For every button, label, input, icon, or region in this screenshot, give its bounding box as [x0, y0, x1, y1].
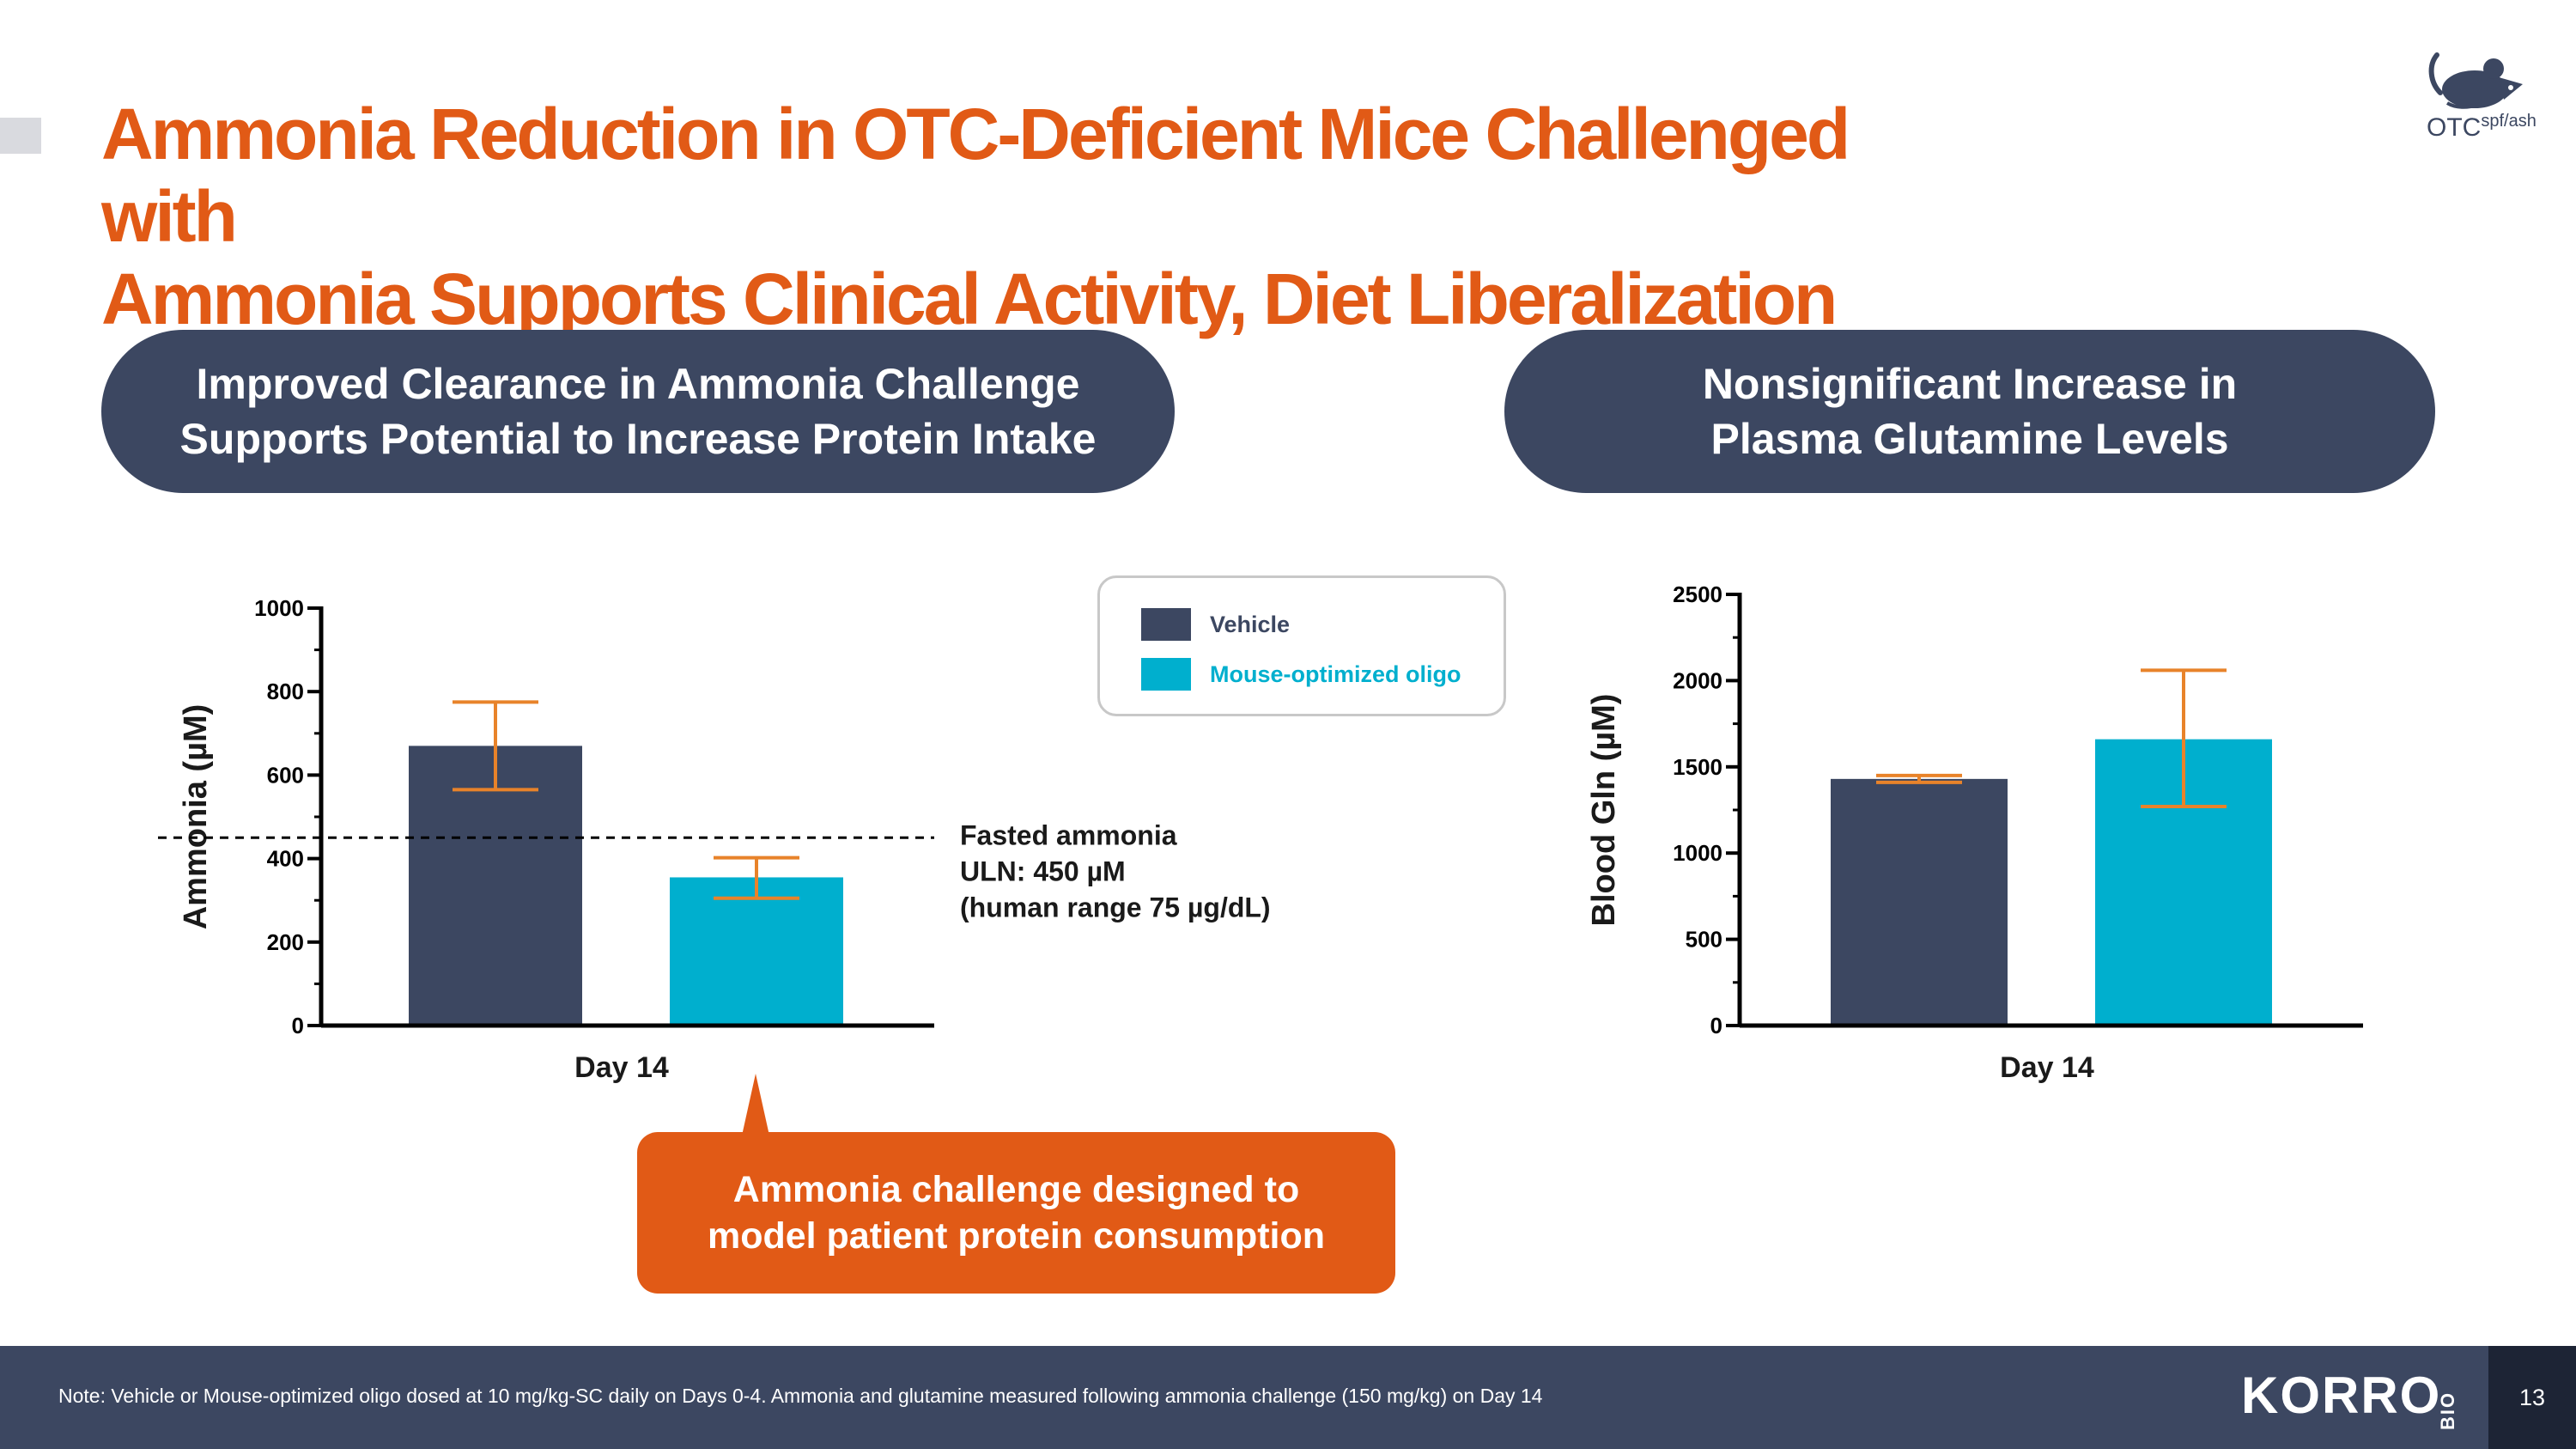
chart-legend: Vehicle Mouse-optimized oligo	[1097, 575, 1506, 716]
ammonia-chart-x-category-label: Day 14	[574, 1051, 669, 1084]
callout-box: Ammonia challenge designed to model pati…	[637, 1132, 1395, 1294]
legend-item-vehicle: Vehicle	[1141, 607, 1290, 642]
otc-logo-main: OTC	[2427, 113, 2482, 142]
slide-title: Ammonia Reduction in OTC-Deficient Mice …	[101, 93, 1990, 340]
callout-pointer	[742, 1074, 769, 1135]
glutamine-chart-y-tick-label: 1500	[1673, 754, 1722, 780]
left-panel-header-line-1: Improved Clearance in Ammonia Challenge	[196, 360, 1080, 408]
slide-title-line-2: Ammonia Supports Clinical Activity, Diet…	[101, 259, 1838, 339]
left-panel-header-line-2: Supports Potential to Increase Protein I…	[179, 415, 1097, 463]
ammonia-chart-reference-label-line-1: Fasted ammonia	[960, 819, 1177, 850]
legend-label-vehicle: Vehicle	[1210, 611, 1291, 637]
ammonia-chart-y-tick-label: 800	[267, 679, 304, 704]
ammonia-chart-y-tick-label: 0	[292, 1013, 304, 1038]
korro-logo: KORRO	[2241, 1367, 2442, 1424]
korro-logo-suffix: BIO	[2437, 1391, 2458, 1430]
ammonia-chart-y-tick-label: 400	[267, 846, 304, 872]
legend-label-oligo: Mouse-optimized oligo	[1210, 661, 1461, 687]
glutamine-chart-x-category-label: Day 14	[2000, 1051, 2094, 1084]
ammonia-chart-reference-label-line-3: (human range 75 µg/dL)	[960, 892, 1271, 922]
page-number: 13	[2488, 1346, 2576, 1449]
otc-logo-superscript: spf/ash	[2481, 112, 2537, 131]
legend-swatch-oligo	[1141, 658, 1191, 691]
otc-logo	[2421, 40, 2559, 151]
glutamine-chart-y-tick-label: 2500	[1673, 581, 1722, 607]
right-panel-header-line-2: Plasma Glutamine Levels	[1710, 415, 2229, 463]
right-panel-header: Nonsignificant Increase in Plasma Glutam…	[1504, 330, 2435, 493]
glutamine-chart-y-axis-label: Blood Gln (µM)	[1586, 694, 1622, 927]
ammonia-chart-reference-label-line-2: ULN: 450 µM	[960, 855, 1126, 886]
glutamine-chart-y-tick-label: 500	[1686, 927, 1722, 953]
glutamine-chart: 0 500 1000 1500 2000 2500 Day 14 Blood Gln (µM)	[1586, 581, 2363, 1084]
glutamine-chart-y-tick-label: 0	[1710, 1013, 1722, 1038]
ammonia-chart-y-tick-label: 600	[267, 762, 304, 788]
glutamine-chart-y-tick-label: 2000	[1673, 667, 1722, 693]
mouse-icon	[2428, 52, 2523, 109]
callout-line-1: Ammonia challenge designed to	[732, 1169, 1300, 1210]
legend-swatch-vehicle	[1141, 608, 1191, 641]
glutamine-chart-bar-vehicle	[1831, 778, 2008, 1026]
ammonia-chart-y-axis-label: Ammonia (µM)	[178, 704, 214, 930]
right-panel-header-line-1: Nonsignificant Increase in	[1702, 360, 2238, 408]
legend-item-oligo: Mouse-optimized oligo	[1141, 657, 1461, 691]
callout-line-2: model patient protein consumption	[707, 1215, 1326, 1257]
glutamine-chart-y-tick-label: 1000	[1673, 840, 1722, 866]
footer-bar	[0, 1346, 2488, 1449]
slide-title-line-1: Ammonia Reduction in OTC-Deficient Mice …	[101, 94, 1850, 257]
otc-logo-label: OTCspf/ash	[2427, 112, 2537, 143]
left-panel-header: Improved Clearance in Ammonia Challenge …	[101, 330, 1175, 493]
ammonia-chart-y-tick-label: 1000	[254, 595, 304, 621]
ammonia-chart-bar-oligo	[670, 877, 843, 1026]
edge-tab-decoration	[0, 118, 41, 154]
ammonia-chart-bar-vehicle	[409, 746, 582, 1026]
ammonia-chart-y-tick-label: 200	[267, 929, 304, 955]
ammonia-chart: 0 200 400 600 800 1000 Day 14 Ammonia (µM) Faste…	[158, 595, 1271, 1084]
footer-note: Note: Vehicle or Mouse-optimized oligo d…	[58, 1385, 1543, 1407]
